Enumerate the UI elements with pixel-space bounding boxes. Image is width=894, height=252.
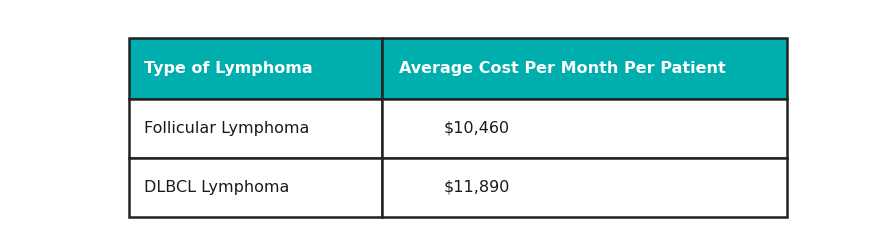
- FancyBboxPatch shape: [383, 99, 788, 158]
- Text: DLBCL Lymphoma: DLBCL Lymphoma: [144, 180, 290, 195]
- FancyBboxPatch shape: [129, 99, 383, 158]
- FancyBboxPatch shape: [383, 158, 788, 216]
- Text: Average Cost Per Month Per Patient: Average Cost Per Month Per Patient: [399, 61, 725, 76]
- FancyBboxPatch shape: [129, 38, 383, 99]
- Text: $11,890: $11,890: [443, 180, 510, 195]
- FancyBboxPatch shape: [383, 38, 788, 99]
- FancyBboxPatch shape: [129, 158, 383, 216]
- Text: Type of Lymphoma: Type of Lymphoma: [144, 61, 313, 76]
- Text: $10,460: $10,460: [443, 121, 510, 136]
- Text: Follicular Lymphoma: Follicular Lymphoma: [144, 121, 309, 136]
